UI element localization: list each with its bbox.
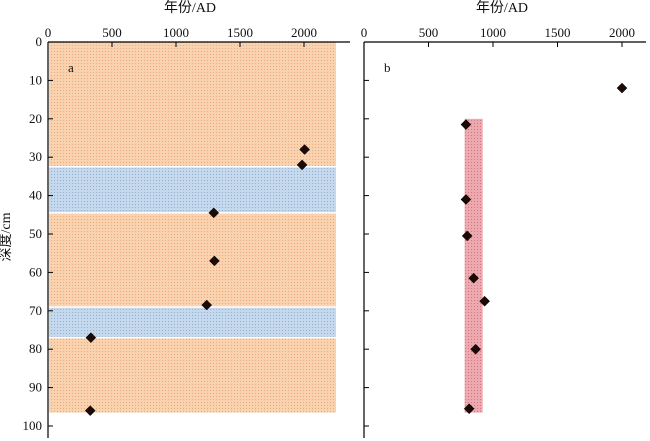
- x-tick-label-a-1000: 1000: [163, 25, 189, 40]
- data-point-a-0: [299, 144, 310, 155]
- x-tick-label-a-500: 500: [102, 25, 122, 40]
- y-tick-label-a-70: 70: [29, 303, 42, 318]
- highlight-box-rect: [464, 118, 483, 413]
- y-tick-label-a-10: 10: [29, 72, 42, 87]
- panel-label-a: a: [68, 60, 74, 75]
- data-point-b-3: [461, 230, 473, 242]
- y-tick-label-a-40: 40: [29, 188, 42, 203]
- x-axis-label-a: 年份/AD: [164, 0, 216, 16]
- x-tick-label-b-0: 0: [361, 25, 368, 40]
- data-point-b-4: [468, 272, 480, 284]
- depth-bands: [49, 42, 336, 413]
- data-point-a-2: [208, 207, 220, 219]
- y-axis-label-a: 深度/cm: [0, 212, 14, 261]
- data-point-b-1: [460, 119, 472, 130]
- data-point-a-1: [296, 159, 308, 171]
- data-point-a-3: [209, 255, 220, 267]
- data-point-b-2: [460, 194, 472, 205]
- panel-label-b: b: [384, 60, 391, 75]
- panel-a: 0 500 1000 1500 2000 0 10 20 30 40 50 60 70 80 90 100 a…: [0, 0, 350, 438]
- highlight-box: [464, 118, 483, 413]
- y-tick-label-a-50: 50: [29, 226, 42, 241]
- data-point-a-5: [85, 332, 97, 344]
- axes-b: 0 500 1000 1500 2000: [361, 25, 646, 438]
- y-tick-label-a-100: 100: [23, 418, 43, 433]
- depth-band-0: [49, 42, 336, 167]
- y-tick-label-a-30: 30: [29, 149, 42, 164]
- x-tick-label-a-0: 0: [45, 25, 52, 40]
- depth-band-3: [49, 306, 336, 338]
- y-tick-label-a-20: 20: [29, 111, 42, 126]
- y-tick-label-a-60: 60: [29, 264, 42, 279]
- data-point-b-6: [470, 343, 481, 355]
- x-tick-label-a-2000: 2000: [291, 25, 317, 40]
- x-tick-label-b-1000: 1000: [480, 25, 506, 40]
- y-tick-label-a-80: 80: [29, 341, 42, 356]
- x-tick-label-b-2000: 2000: [609, 25, 635, 40]
- data-points-b: [460, 82, 628, 415]
- depth-band-1: [49, 166, 336, 213]
- depth-band-4: [49, 337, 336, 413]
- x-tick-label-a-1500: 1500: [227, 25, 253, 40]
- x-axis-label-b: 年份/AD: [476, 0, 528, 16]
- data-point-a-6: [84, 405, 96, 416]
- data-point-a-4: [201, 299, 213, 311]
- y-tick-label-a-90: 90: [29, 380, 42, 395]
- data-points-a: [84, 144, 310, 416]
- axes-a: 0 500 1000 1500 2000 0 10 20 30 40 50 60 70 80 90 100: [23, 25, 350, 438]
- data-point-b-5: [479, 295, 490, 307]
- data-point-b-7: [463, 403, 475, 415]
- x-tick-label-b-1500: 1500: [545, 25, 571, 40]
- depth-band-2: [49, 212, 336, 307]
- data-point-b-0: [616, 82, 628, 94]
- y-tick-label-a-0: 0: [36, 34, 43, 49]
- x-tick-label-b-500: 500: [419, 25, 439, 40]
- panel-b: 0 500 1000 1500 2000 b 年份/AD: [361, 0, 646, 438]
